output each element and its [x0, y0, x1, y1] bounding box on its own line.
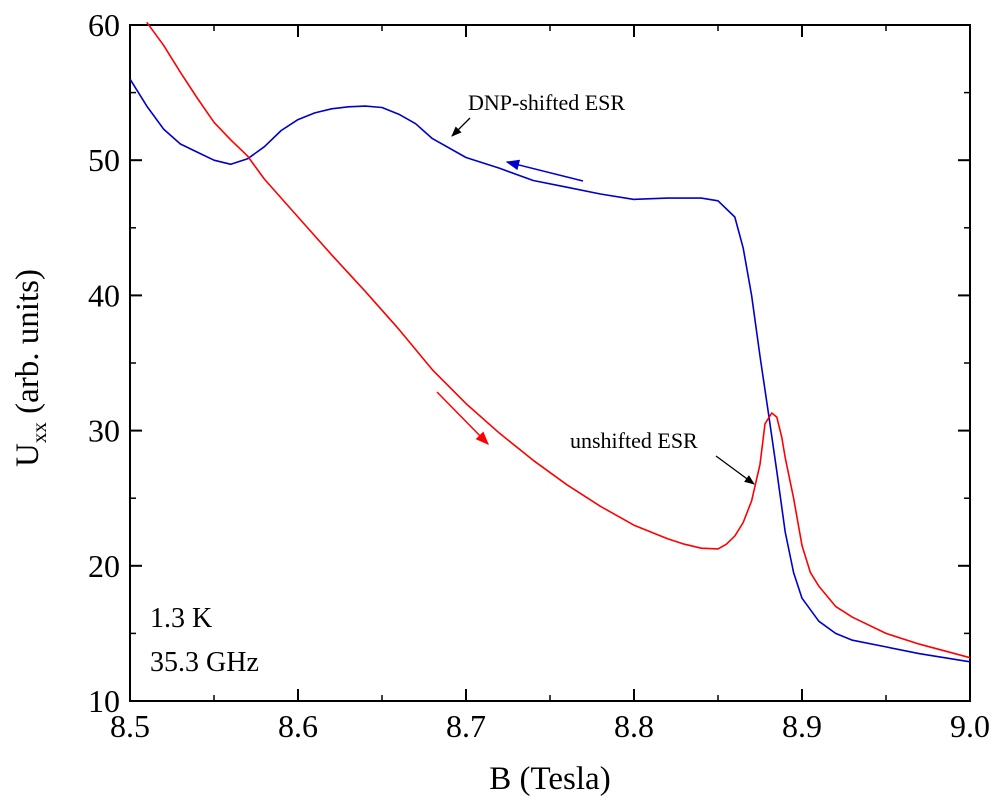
y-tick-label: 60 — [88, 7, 120, 43]
y-tick-label: 50 — [88, 142, 120, 178]
plot-frame — [129, 24, 971, 702]
series-line-blue — [129, 78, 971, 663]
x-tick-label: 9.0 — [950, 708, 990, 744]
y-axis-title: Uxx (arb. units) — [10, 269, 51, 467]
series-layer — [129, 21, 971, 663]
y-axis-title-main: U — [10, 443, 46, 467]
dnp-pointer-arrow — [451, 117, 471, 137]
unshifted-pointer-arrow — [715, 455, 755, 485]
dnp-shifted-label: DNP-shifted ESR — [468, 90, 625, 115]
x-axis-title: B (Tesla) — [489, 761, 610, 797]
frequency-label: 35.3 GHz — [150, 647, 259, 678]
y-tick-label: 30 — [88, 413, 120, 449]
ticks — [129, 24, 971, 702]
tick-labels: 8.5 8.6 8.7 8.8 8.9 9.0 10 20 30 40 50 60 — [88, 7, 990, 744]
x-tick-label: 8.7 — [446, 708, 486, 744]
series-line-red — [146, 21, 971, 659]
unshifted-label: unshifted ESR — [570, 428, 698, 453]
y-tick-label: 40 — [88, 277, 120, 313]
y-axis-title-rest: (arb. units) — [10, 269, 46, 422]
x-tick-label: 8.9 — [782, 708, 822, 744]
sweep-arrow-blue — [505, 159, 584, 182]
y-tick-label: 20 — [88, 548, 120, 584]
sweep-arrow-red — [436, 391, 489, 445]
x-tick-label: 8.6 — [278, 708, 318, 744]
y-tick-label: 10 — [88, 683, 120, 719]
temperature-label: 1.3 K — [150, 603, 212, 634]
y-axis-title-sub: xx — [27, 422, 51, 444]
x-tick-label: 8.5 — [110, 708, 150, 744]
x-tick-label: 8.8 — [614, 708, 654, 744]
